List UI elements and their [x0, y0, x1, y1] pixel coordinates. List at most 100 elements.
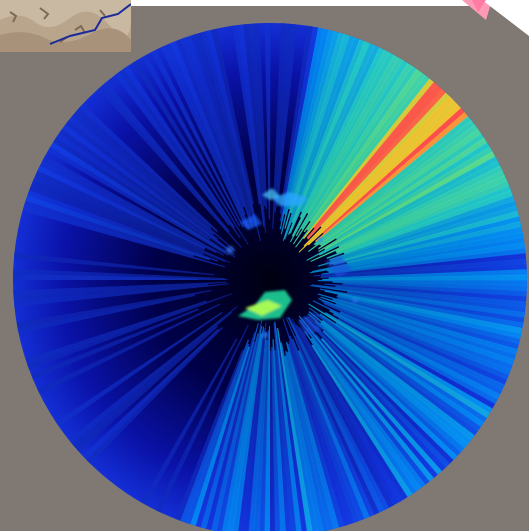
radar-ray [324, 312, 494, 415]
radar-ray [13, 274, 197, 280]
radar-ray [194, 332, 256, 529]
radar-ray [291, 48, 390, 237]
radar-ray [311, 226, 524, 273]
radar-ray [26, 189, 218, 262]
radar-ray [292, 322, 395, 509]
radar-ray [205, 28, 261, 242]
radar-ray [277, 327, 314, 531]
radar-ray [215, 320, 263, 531]
radar-ray [299, 319, 426, 489]
radar-ray [342, 283, 527, 297]
radar-ray [329, 309, 502, 400]
radar-ray [154, 324, 249, 514]
radar-ray [319, 288, 525, 329]
radar-ray [13, 283, 229, 307]
radar-ray [295, 74, 431, 248]
radar-ray [221, 325, 263, 531]
radar-ray [300, 44, 381, 213]
radar-ray [306, 53, 400, 214]
radar-ray [288, 30, 340, 210]
radar-ray [326, 185, 512, 259]
terrain-map-inset [0, 0, 131, 52]
radar-ray [58, 127, 236, 256]
radar-ray [320, 296, 516, 366]
radar-ray [308, 303, 491, 419]
radar-ray [307, 88, 447, 240]
radar-ray [279, 24, 314, 214]
radar-ray [273, 323, 297, 531]
radar-ray [298, 326, 409, 501]
radar-ray [301, 59, 409, 230]
radar-ray [329, 195, 516, 261]
radar-ray [13, 268, 225, 280]
radar-ray [272, 339, 287, 531]
radar-ray [288, 341, 350, 528]
radar-ray [299, 46, 386, 218]
radar-ray [67, 115, 215, 235]
radar-ray [285, 317, 375, 519]
radar-ray [185, 34, 253, 228]
radar-ray [318, 137, 489, 250]
radar-ray [327, 236, 526, 272]
radar-ray [248, 23, 266, 206]
radar-ray [328, 269, 527, 279]
radar-ray [335, 285, 527, 308]
radar-ray [321, 247, 527, 275]
radar-ray [118, 67, 241, 239]
radar-ray [298, 99, 459, 253]
radar-ray [313, 115, 473, 245]
radar-ray [338, 165, 504, 248]
radar-ray [336, 295, 522, 345]
radar-ray [13, 283, 209, 302]
pink-corner-mark [462, 0, 529, 36]
radar-ray [319, 128, 483, 246]
radar-ray [28, 184, 204, 256]
radar-ray [315, 111, 470, 243]
radar-ray [324, 151, 497, 250]
radar-ray [184, 343, 250, 526]
radar-ray [55, 132, 211, 240]
radar-ray [312, 300, 504, 396]
radar-ray [49, 141, 226, 253]
radar-ray [23, 199, 195, 257]
radar-ray [81, 328, 220, 461]
radar-ray [179, 339, 250, 524]
radar-ray [306, 327, 431, 486]
radar-ray [284, 36, 361, 240]
radar-ray [36, 303, 221, 395]
radar-ray [328, 242, 527, 273]
radar-ray [306, 84, 443, 239]
radar-ray [282, 318, 355, 526]
radar-ray [307, 103, 463, 246]
radar-ray [291, 338, 365, 522]
radar-ray [140, 338, 238, 507]
radar-ray [336, 180, 511, 254]
radar-ray [29, 308, 199, 380]
radar-ray [52, 136, 236, 258]
radar-ray [150, 48, 244, 228]
radar-ray [38, 160, 217, 254]
radar-ray [41, 155, 225, 256]
radar-ray [290, 51, 395, 243]
radar-ray [64, 119, 219, 240]
radar-ray [293, 62, 414, 245]
radar-ray [323, 302, 508, 386]
radar-ray [296, 324, 404, 504]
radar-ray [320, 132, 486, 247]
radar-ray [320, 322, 469, 449]
radar-ray [332, 313, 499, 405]
radar-ray [321, 320, 476, 441]
radar-ray [274, 23, 293, 213]
radar-ray [303, 95, 455, 247]
radar-ray [24, 300, 207, 365]
radar-ray [321, 300, 510, 381]
radar-ray [286, 351, 335, 531]
radar-ray [205, 341, 256, 531]
radar-rays [13, 23, 527, 531]
radar-ray [339, 311, 506, 391]
radar-ray [26, 293, 233, 370]
radar-ray [315, 313, 479, 437]
radar-ray [101, 80, 230, 233]
radar-ray [70, 311, 233, 449]
radar-ray [337, 297, 520, 350]
